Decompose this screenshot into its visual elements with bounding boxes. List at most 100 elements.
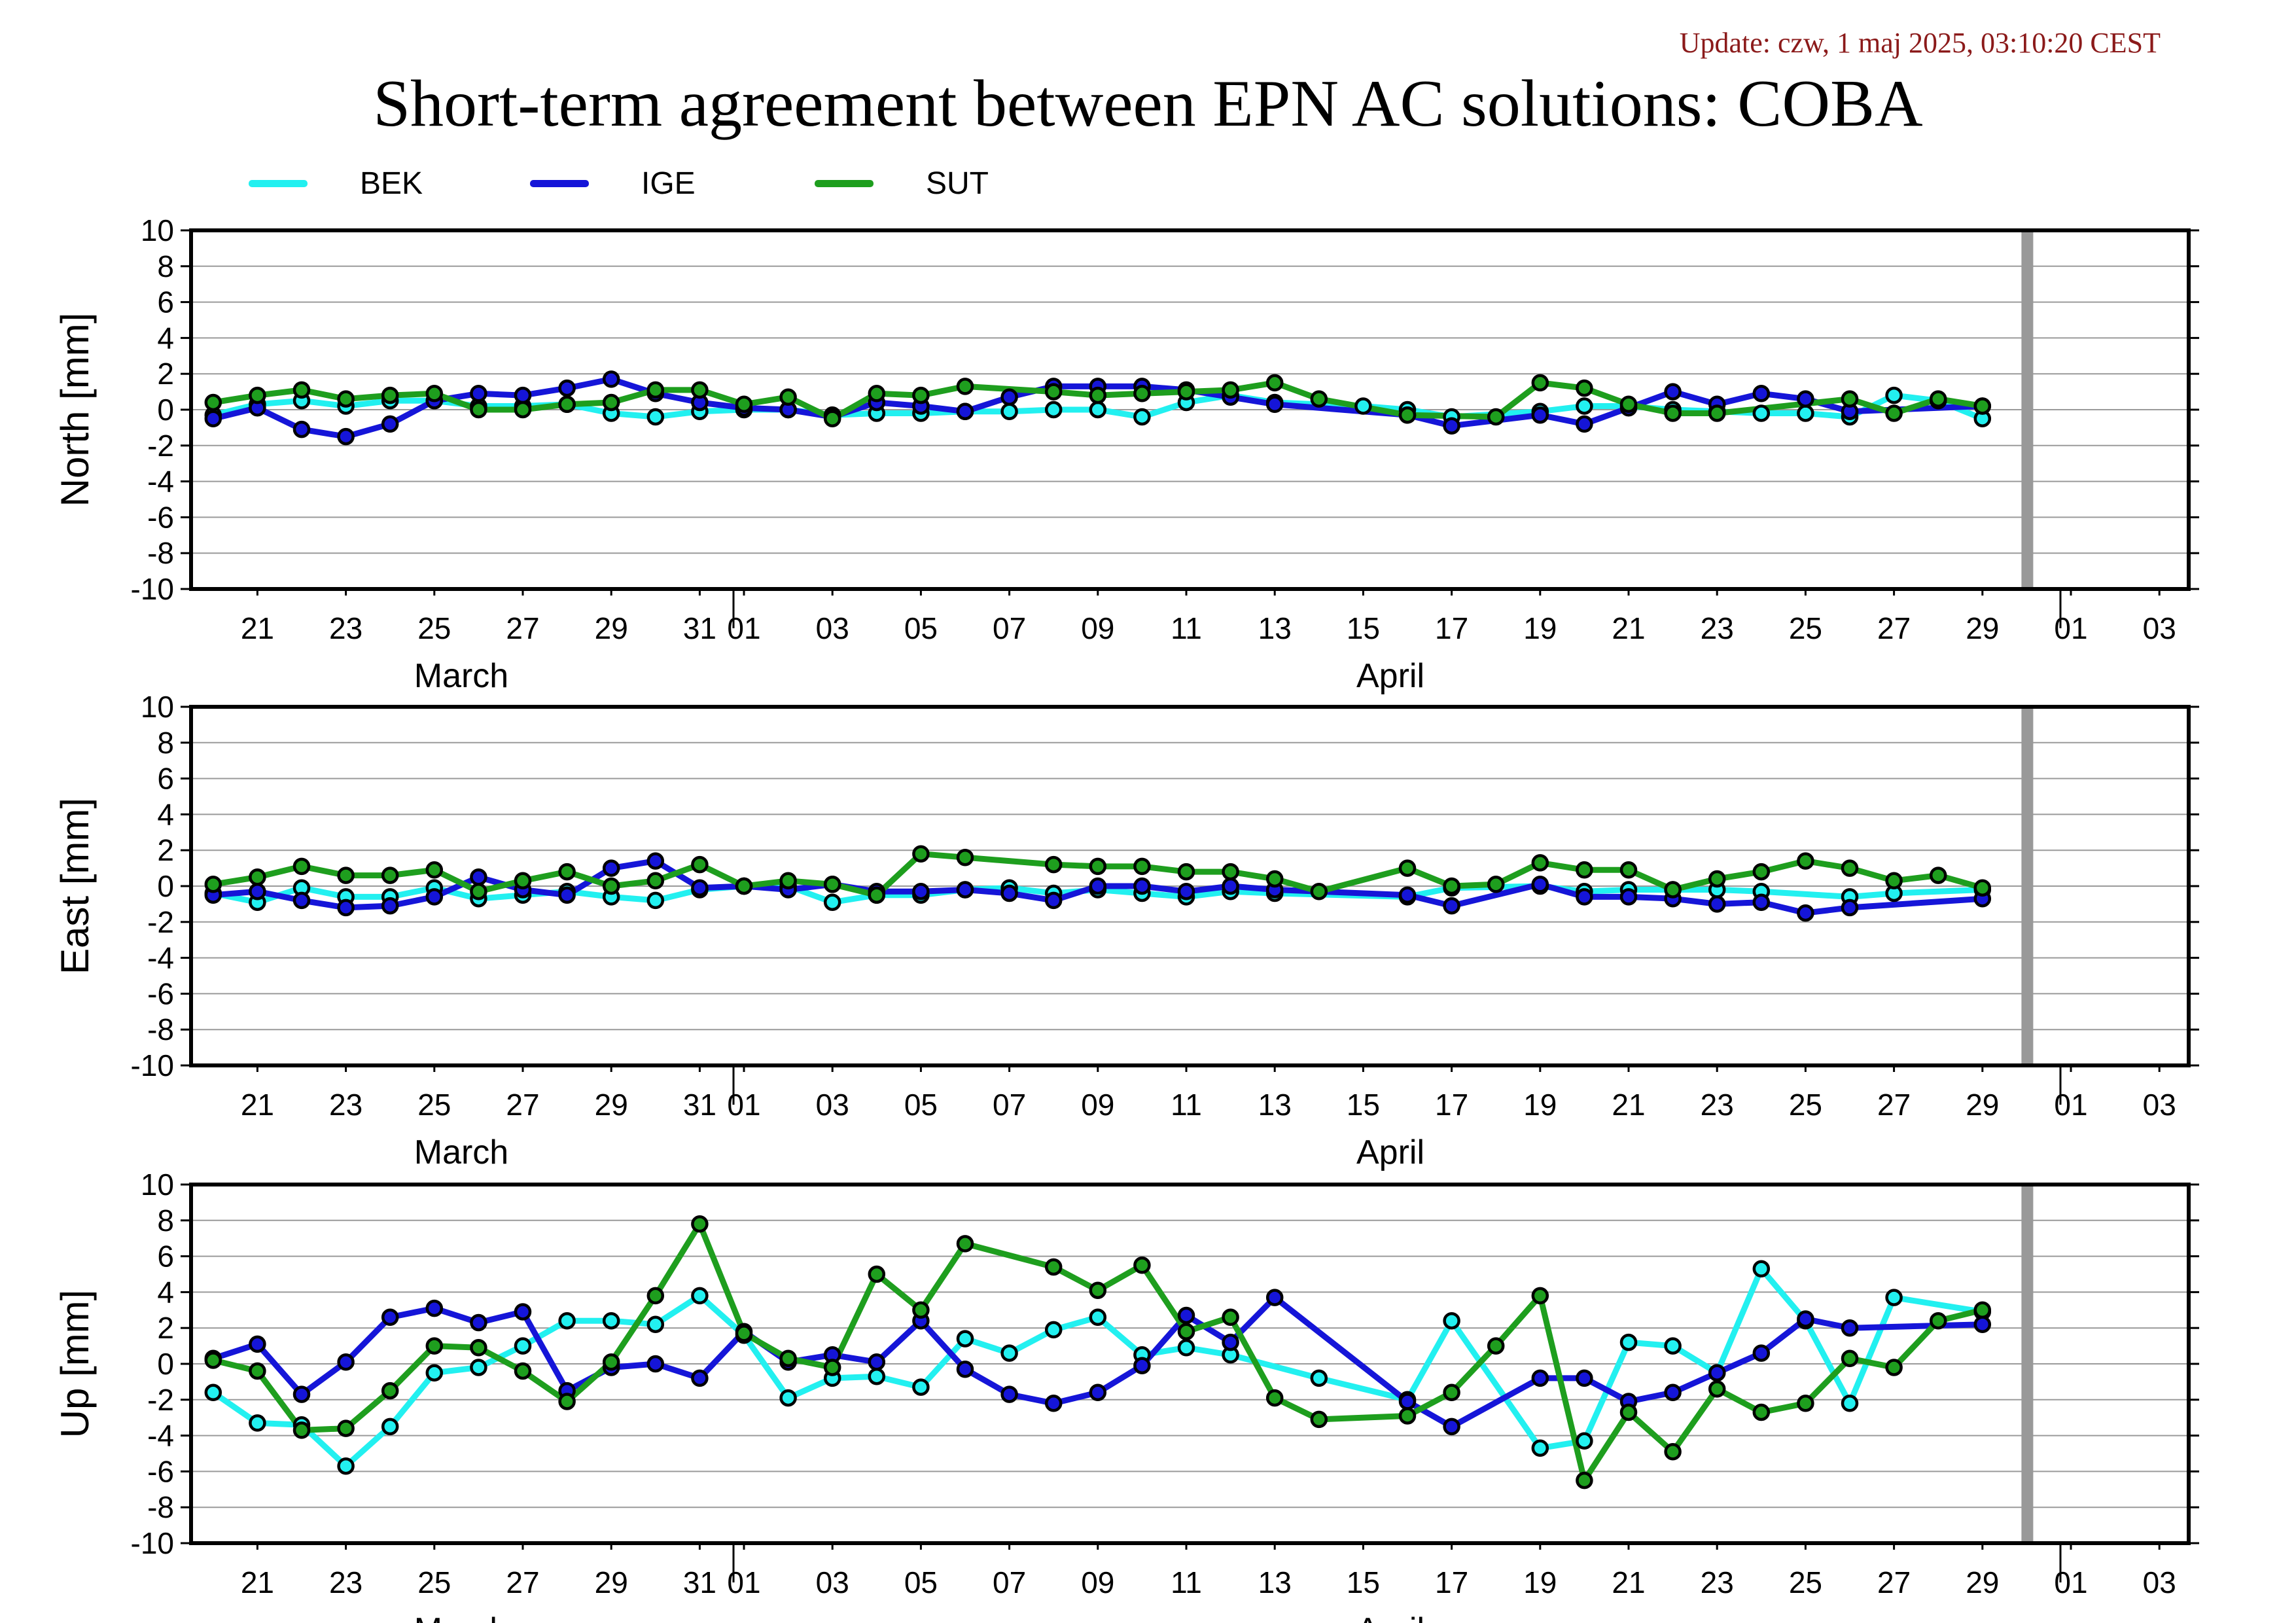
x-tick-label: 31 <box>683 1088 716 1122</box>
y-tick-label: -10 <box>131 1526 174 1560</box>
x-tick-label: 03 <box>816 1565 849 1599</box>
data-point-bek <box>691 1287 709 1305</box>
data-point-ige <box>337 427 355 446</box>
data-point-bek <box>1177 1339 1195 1357</box>
y-tick-label: 4 <box>157 1275 174 1309</box>
x-tick-label: 17 <box>1435 611 1468 645</box>
data-point-sut <box>735 1325 753 1342</box>
x-tick-label: 23 <box>329 611 362 645</box>
y-tick-label: 10 <box>141 213 174 247</box>
y-tick-label: 0 <box>157 393 174 427</box>
data-point-ige <box>470 868 487 886</box>
data-point-ige <box>1133 1357 1151 1374</box>
data-point-ige <box>292 420 311 438</box>
x-month-label: April <box>1356 1611 1424 1623</box>
x-tick-label: 23 <box>1701 1088 1734 1122</box>
x-tick-label: 11 <box>1171 611 1202 645</box>
x-month-label: April <box>1356 657 1424 695</box>
x-tick-label: 09 <box>1081 1565 1114 1599</box>
data-point-sut <box>1619 395 1638 414</box>
x-tick-label: 29 <box>1966 1565 1999 1599</box>
data-point-sut <box>1973 397 1992 415</box>
data-point-bek <box>646 891 665 910</box>
data-point-sut <box>204 1351 222 1369</box>
data-point-bek <box>204 1383 222 1402</box>
data-point-ige <box>1841 899 1859 917</box>
data-point-ige <box>1044 1395 1063 1412</box>
data-point-sut <box>646 381 665 399</box>
legend-label-ige: IGE <box>641 166 696 201</box>
data-point-sut <box>1310 882 1328 901</box>
data-point-sut <box>425 1337 444 1355</box>
x-tick-label: 03 <box>2143 611 2176 645</box>
x-tick-label: 25 <box>1789 611 1822 645</box>
data-point-sut <box>425 385 444 402</box>
data-point-sut <box>1398 1407 1417 1425</box>
data-point-sut <box>1929 866 1947 884</box>
x-tick-label: 01 <box>2054 1088 2087 1122</box>
data-point-ige <box>1177 1306 1195 1325</box>
data-point-ige <box>1222 877 1239 895</box>
data-point-bek <box>1576 1432 1593 1450</box>
x-tick-label: 01 <box>727 1088 760 1122</box>
data-point-bek <box>1797 404 1814 422</box>
data-point-sut <box>1531 1287 1549 1305</box>
data-point-sut <box>1841 859 1859 877</box>
y-tick-label: 0 <box>157 869 174 903</box>
x-tick-label: 15 <box>1347 611 1380 645</box>
legend-item-sut: SUT <box>815 157 989 209</box>
data-point-ige <box>1752 385 1771 402</box>
data-point-sut <box>646 1287 665 1305</box>
x-tick-label: 29 <box>595 1565 628 1599</box>
data-point-sut <box>249 1362 266 1380</box>
x-tick-label: 27 <box>506 1565 539 1599</box>
data-point-sut <box>735 395 753 414</box>
data-point-bek <box>602 1311 620 1330</box>
data-point-ige <box>1531 406 1549 424</box>
data-point-ige <box>1752 1344 1771 1362</box>
update-timestamp: Update: czw, 1 maj 2025, 03:10:20 CEST <box>1679 27 2161 59</box>
data-point-sut <box>381 866 399 884</box>
data-point-sut <box>337 390 355 408</box>
x-tick-label: 17 <box>1435 1088 1468 1122</box>
data-point-sut <box>1398 859 1417 877</box>
x-tick-label: 27 <box>506 611 539 645</box>
data-point-sut <box>514 401 532 419</box>
data-point-sut <box>823 410 841 427</box>
data-point-sut <box>1089 857 1107 876</box>
data-point-sut <box>1265 374 1284 392</box>
y-tick-label: -8 <box>147 1490 174 1524</box>
data-point-sut <box>1443 877 1460 895</box>
x-tick-label: 05 <box>904 1088 938 1122</box>
data-point-sut <box>425 861 444 879</box>
data-point-sut <box>1487 408 1505 426</box>
data-point-ige <box>1576 888 1593 906</box>
data-point-bek <box>1841 1395 1859 1412</box>
x-tick-label: 21 <box>241 1565 274 1599</box>
x-tick-label: 21 <box>1612 1565 1645 1599</box>
data-point-ige <box>204 410 222 427</box>
data-point-bek <box>1044 1321 1063 1339</box>
data-point-bek <box>956 1330 974 1347</box>
data-point-ige <box>602 859 620 877</box>
y-tick-label: 10 <box>141 1168 174 1202</box>
data-point-sut <box>1531 374 1549 392</box>
data-point-sut <box>249 868 266 886</box>
data-point-sut <box>292 857 311 876</box>
data-point-sut <box>1752 1403 1771 1421</box>
data-point-sut <box>1885 404 1903 422</box>
data-point-bek <box>1576 397 1593 415</box>
data-point-ige <box>558 379 576 397</box>
x-tick-label: 23 <box>1701 1565 1734 1599</box>
legend-item-ige: IGE <box>530 157 696 209</box>
y-tick-label: -4 <box>147 465 174 499</box>
data-point-sut <box>1664 1443 1682 1461</box>
data-point-ige <box>249 1335 266 1353</box>
data-point-bek <box>868 1367 886 1385</box>
x-tick-label: 11 <box>1171 1088 1202 1122</box>
data-point-ige <box>1576 1369 1593 1387</box>
data-point-ige <box>514 386 532 404</box>
data-point-ige <box>691 1369 709 1387</box>
data-point-sut <box>1177 863 1195 881</box>
data-point-sut <box>1222 863 1239 881</box>
